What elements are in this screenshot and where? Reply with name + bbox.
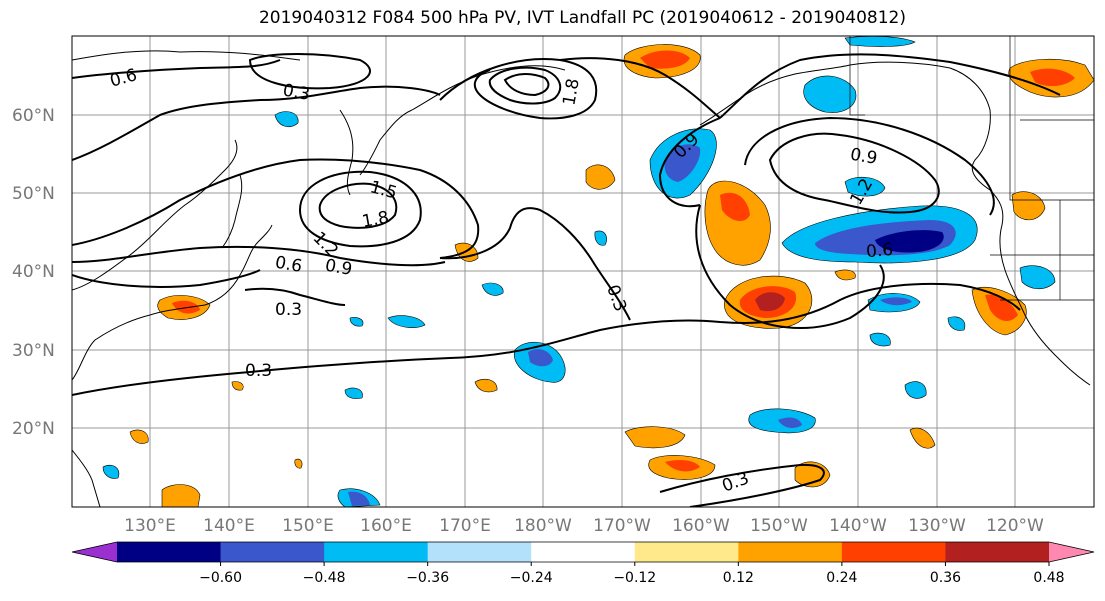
map-title: 2019040312 F084 500 hPa PV, IVT Landfall… xyxy=(258,8,906,28)
ivt-blob-neg-gulf-core xyxy=(875,230,944,253)
lon-axis: 130°E 140°E 150°E 160°E 170°E 180°W 170°… xyxy=(124,516,1044,536)
lon-label: 170°E xyxy=(439,516,491,536)
lon-label: 120°W xyxy=(986,516,1044,536)
colorbar-extend-low xyxy=(72,542,117,562)
lon-label: 150°E xyxy=(282,516,334,536)
contour-label: 0.3 xyxy=(275,300,302,320)
contour-label: 1.8 xyxy=(559,77,583,107)
lat-label: 40°N xyxy=(12,262,55,282)
colorbar-tick-label: 0.48 xyxy=(1033,570,1064,586)
colorbar-extend-high xyxy=(1049,542,1094,562)
colorbar-tick-label: 0.24 xyxy=(826,570,857,586)
borders xyxy=(849,36,1094,301)
contour-label: 0.9 xyxy=(323,256,353,280)
contour-label: 0.3 xyxy=(245,361,272,381)
colorbar-tick-label: −0.36 xyxy=(406,570,449,586)
lon-label: 170°W xyxy=(593,516,651,536)
colorbar-tick-label: −0.24 xyxy=(510,570,553,586)
lon-label: 180°W xyxy=(514,516,572,536)
colorbar: −0.60 −0.48 −0.36 −0.24 −0.12 0.12 0.24 0.36 0.4… xyxy=(71,541,1095,586)
lat-label: 60°N xyxy=(12,106,55,126)
colorbar-segment xyxy=(220,542,325,562)
colorbar-tick-label: 0.12 xyxy=(723,570,754,586)
colorbar-segment xyxy=(427,542,532,562)
colorbar-segment xyxy=(738,542,843,562)
lat-axis: 60°N 50°N 40°N 30°N 20°N xyxy=(12,106,55,439)
colorbar-segment xyxy=(841,542,946,562)
colorbar-segment xyxy=(531,542,636,562)
colorbar-outline xyxy=(71,541,1095,563)
lon-label: 160°W xyxy=(672,516,730,536)
ivt-blob-neg-alaska xyxy=(803,75,857,113)
colorbar-tick-label: 0.36 xyxy=(930,570,961,586)
lat-label: 50°N xyxy=(12,184,55,204)
lon-label: 130°W xyxy=(908,516,966,536)
ivt-blob-neg-e xyxy=(1019,265,1056,290)
contour-label: 0.6 xyxy=(865,240,894,262)
colorbar-segment xyxy=(324,542,429,562)
contour-label: 1.8 xyxy=(360,208,390,232)
lat-label: 30°N xyxy=(12,341,55,361)
contour-label: 0.3 xyxy=(281,81,311,105)
ivt-blob-neg-bering-inner xyxy=(664,144,701,182)
colorbar-tick-label: −0.60 xyxy=(199,570,242,586)
lat-label: 20°N xyxy=(12,419,55,439)
map-frame xyxy=(71,35,1095,508)
contour-label: 0.6 xyxy=(273,253,303,277)
lon-label: 140°E xyxy=(203,516,255,536)
colorbar-segment xyxy=(945,542,1050,562)
contour-label: 0.9 xyxy=(849,145,879,169)
lon-label: 160°E xyxy=(360,516,412,536)
lon-label: 130°E xyxy=(124,516,176,536)
lon-label: 150°W xyxy=(750,516,808,536)
colorbar-tick-label: −0.48 xyxy=(303,570,346,586)
pv-contours xyxy=(72,53,1061,507)
ivt-shading xyxy=(102,36,1094,507)
colorbar-segment xyxy=(634,542,739,562)
colorbar-tick-label: −0.12 xyxy=(613,570,656,586)
lon-label: 140°W xyxy=(829,516,887,536)
colorbar-segment xyxy=(117,542,222,562)
gridlines xyxy=(72,36,1094,507)
